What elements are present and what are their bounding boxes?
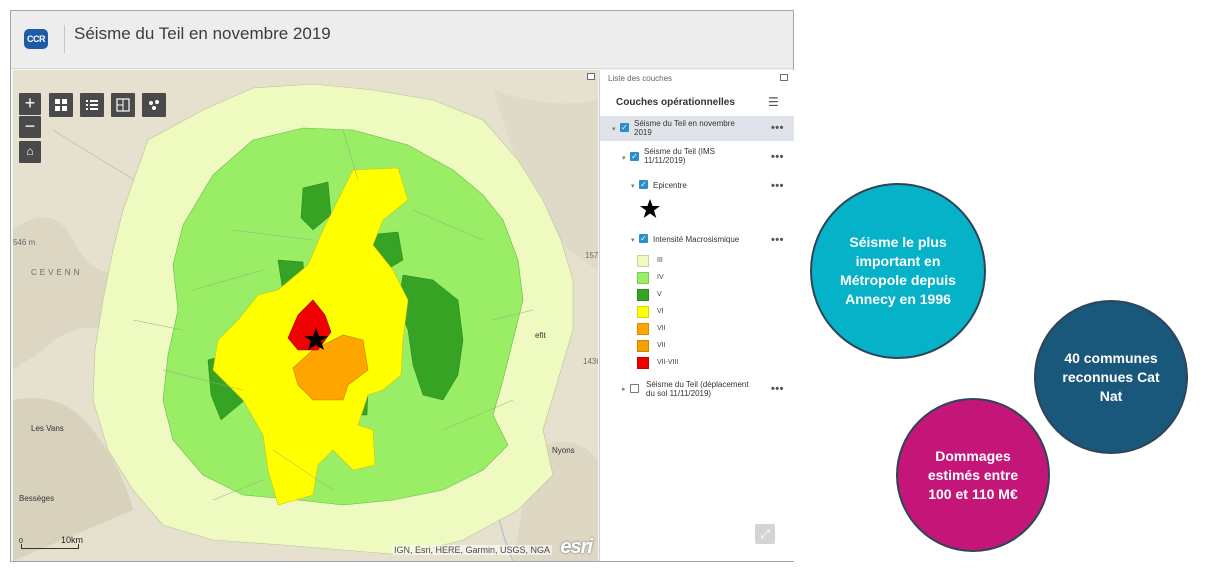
map-label-nyons: Nyons	[552, 446, 575, 455]
layer-label: Intensité Macrosismique	[653, 235, 740, 244]
intensity-map[interactable]	[13, 70, 598, 561]
layer-label: Séisme du Teil (déplacement du sol 11/11…	[646, 380, 749, 398]
legend-swatch-iii	[637, 255, 649, 267]
scale-label: 10km	[61, 535, 84, 545]
map-label-cevenn: CEVENN	[31, 268, 83, 277]
relief-shade-northeast	[493, 90, 598, 270]
more-icon[interactable]: •••	[770, 383, 784, 395]
relief-shade-southwest	[13, 398, 133, 561]
legend-label: VII	[657, 325, 666, 332]
layer-row-deplacement[interactable]: ▸ Séisme du Teil (déplacement du sol 11/…	[600, 378, 794, 402]
basemap-gallery-button[interactable]	[49, 93, 73, 117]
panel-maximize-icon[interactable]	[780, 74, 788, 81]
intensity-zone-vii	[292, 334, 369, 401]
layer-row-seisme-2019[interactable]: ▾ ✓ Séisme du Teil en novembre 2019 •••	[600, 116, 794, 141]
ccr-logo: CCR	[24, 29, 48, 49]
layer-list-button[interactable]	[80, 93, 104, 117]
layer-checkbox[interactable]	[630, 384, 639, 393]
map-label-les-vans: Les Vans	[31, 424, 64, 433]
more-icon[interactable]: •••	[770, 151, 784, 163]
map-app-window: CCR Séisme du Teil en novembre 2019	[10, 10, 794, 562]
map-label-alt-157: 157	[585, 251, 598, 260]
map-attribution: IGN, Esri, HERE, Garmin, USGS, NGA	[391, 545, 552, 555]
legend-label: VII-VIII	[657, 359, 679, 366]
legend-icon	[116, 98, 130, 112]
map-view[interactable]: + − ⌂ CEVENN Les Vans Bessèges Nyons 546…	[13, 70, 598, 561]
more-icon[interactable]: •••	[770, 234, 784, 246]
legend-swatch-iv	[637, 272, 649, 284]
legend-label: VI	[657, 308, 664, 315]
zoom-in-button[interactable]: +	[19, 93, 41, 115]
epicentre-legend-star-icon	[639, 198, 661, 225]
info-bubble-seisme: Séisme le plus important en Métropole de…	[810, 183, 986, 359]
intensity-zone-v-north	[300, 181, 332, 231]
filter-icon[interactable]: ☰	[768, 95, 779, 109]
more-icon[interactable]: •••	[770, 122, 784, 134]
legend-button[interactable]	[111, 93, 135, 117]
maximize-map-icon[interactable]	[587, 73, 595, 80]
page-title: Séisme du Teil en novembre 2019	[74, 24, 331, 43]
map-label-fit: efit	[535, 331, 546, 340]
layer-list-panel: Liste des couches Couches opérationnelle…	[599, 70, 794, 561]
fullscreen-icon[interactable]: ⤢	[755, 524, 775, 544]
layer-row-ims[interactable]: ▾ ✓ Séisme du Teil (IMS 11/11/2019) •••	[600, 146, 794, 170]
zoom-out-button[interactable]: −	[19, 116, 41, 138]
chevron-down-icon[interactable]: ▾	[622, 155, 626, 162]
chevron-down-icon[interactable]: ▾	[631, 237, 635, 244]
panel-heading: Couches opérationnelles	[616, 97, 735, 108]
legend-label: III	[657, 257, 663, 264]
scale-bar	[21, 544, 79, 549]
legend-label: VII	[657, 342, 666, 349]
map-label-alt-1436: 1436	[583, 357, 598, 366]
grid-icon	[55, 99, 67, 111]
measure-button[interactable]	[142, 93, 166, 117]
layer-checkbox[interactable]: ✓	[630, 152, 639, 161]
legend-label: IV	[657, 274, 664, 281]
chevron-right-icon[interactable]: ▸	[622, 386, 626, 393]
layer-label: Séisme du Teil en novembre 2019	[634, 119, 735, 137]
layer-label: Epicentre	[653, 181, 687, 190]
commune-boundaries	[132, 129, 534, 501]
legend-swatch-vii	[637, 323, 649, 335]
info-bubble-communes: 40 communes reconnues Cat Nat	[1034, 300, 1188, 454]
layer-checkbox[interactable]: ✓	[639, 180, 648, 189]
panel-title: Liste des couches	[608, 74, 673, 83]
app-header: CCR Séisme du Teil en novembre 2019	[11, 11, 793, 69]
legend-swatch-vi	[637, 306, 649, 318]
more-icon[interactable]: •••	[770, 180, 784, 192]
scale-zero-label: 0	[19, 538, 23, 545]
layer-row-intensite[interactable]: ▾ ✓ Intensité Macrosismique •••	[600, 232, 794, 248]
legend-swatch-vii-viii	[637, 357, 649, 369]
header-divider	[64, 25, 65, 53]
map-label-besseges: Bessèges	[19, 494, 55, 503]
legend-swatch-v	[637, 289, 649, 301]
legend-label: V	[657, 291, 662, 298]
chevron-down-icon[interactable]: ▾	[612, 126, 616, 133]
esri-logo: esri	[560, 536, 593, 558]
chevron-down-icon[interactable]: ▾	[631, 183, 635, 190]
legend-swatch-vii-b	[637, 340, 649, 352]
relief-shade-west	[13, 217, 123, 370]
map-label-alt-546: 546 m	[13, 238, 36, 247]
layer-checkbox[interactable]: ✓	[620, 123, 629, 132]
layer-checkbox[interactable]: ✓	[639, 234, 648, 243]
layer-label: Séisme du Teil (IMS 11/11/2019)	[644, 147, 715, 165]
home-button[interactable]: ⌂	[19, 141, 41, 163]
info-bubble-dommages: Dommages estimés entre 100 et 110 M€	[896, 398, 1050, 552]
list-icon	[86, 100, 98, 110]
epicenter-star-icon	[304, 328, 328, 350]
layer-row-epicentre[interactable]: ▾ ✓ Epicentre •••	[600, 178, 794, 194]
pins-icon	[149, 100, 159, 110]
